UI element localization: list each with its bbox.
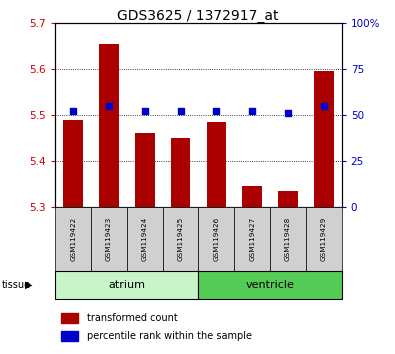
Text: percentile rank within the sample: percentile rank within the sample [87, 331, 252, 341]
Point [177, 109, 184, 114]
Point [106, 103, 112, 109]
Text: GSM119422: GSM119422 [70, 217, 76, 261]
Text: GSM119426: GSM119426 [213, 217, 219, 261]
Bar [234, 207, 270, 271]
Point [142, 109, 148, 114]
Bar [55, 271, 199, 299]
Bar [99, 44, 119, 207]
Point [70, 109, 76, 114]
Text: GSM119427: GSM119427 [249, 217, 255, 261]
Text: ▶: ▶ [24, 280, 32, 290]
Text: GDS3625 / 1372917_at: GDS3625 / 1372917_at [117, 9, 278, 23]
Bar [91, 207, 127, 271]
Point [285, 110, 291, 116]
Text: tissue: tissue [2, 280, 31, 290]
Bar [55, 207, 91, 271]
Point [213, 109, 220, 114]
Bar [171, 138, 190, 207]
Bar [61, 331, 78, 341]
Bar [135, 133, 154, 207]
Text: atrium: atrium [108, 280, 145, 290]
Text: GSM119428: GSM119428 [285, 217, 291, 261]
Text: GSM119425: GSM119425 [178, 217, 184, 261]
Bar [270, 207, 306, 271]
Bar [127, 207, 163, 271]
Point [249, 109, 255, 114]
Text: ventricle: ventricle [246, 280, 295, 290]
Bar [207, 122, 226, 207]
Text: transformed count: transformed count [87, 313, 177, 323]
Text: GSM119424: GSM119424 [142, 217, 148, 261]
Bar [163, 207, 199, 271]
Bar [61, 313, 78, 323]
Text: GSM119423: GSM119423 [106, 217, 112, 261]
Bar [199, 207, 234, 271]
Bar [63, 120, 83, 207]
Bar [278, 191, 298, 207]
Point [321, 103, 327, 109]
Bar [306, 207, 342, 271]
Bar [243, 186, 262, 207]
Text: GSM119429: GSM119429 [321, 217, 327, 261]
Bar [314, 71, 334, 207]
Bar [199, 271, 342, 299]
